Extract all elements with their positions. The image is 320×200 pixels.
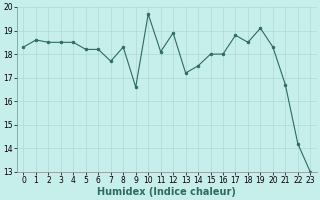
X-axis label: Humidex (Indice chaleur): Humidex (Indice chaleur) bbox=[98, 187, 236, 197]
